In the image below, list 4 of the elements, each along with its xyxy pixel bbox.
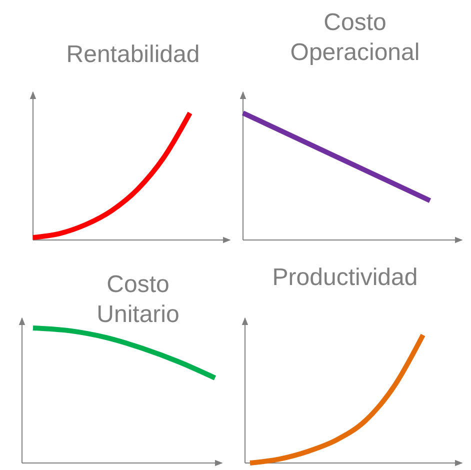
chart-title: Productividad (272, 264, 418, 291)
chart-title: Costo Unitario (96, 271, 180, 328)
chart-title: Costo Operacional (290, 9, 420, 66)
chart-title: Rentabilidad (66, 41, 200, 68)
